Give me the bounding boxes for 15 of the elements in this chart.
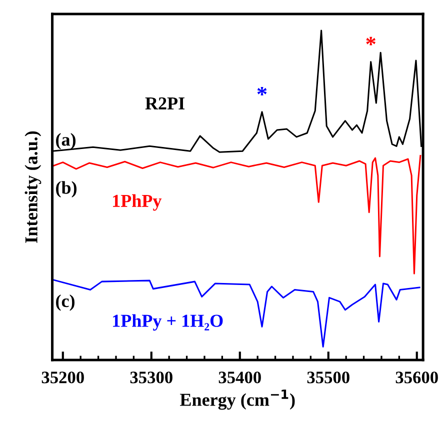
y-axis-title: Intensity (a.u.) bbox=[24, 131, 42, 243]
x-axis-title: Energy (cm$^{−1}$) bbox=[180, 390, 295, 410]
annotation: * bbox=[366, 36, 376, 46]
series-label: 1PhPy bbox=[113, 194, 162, 211]
annotation: (c) bbox=[56, 294, 74, 311]
annotation: (b) bbox=[56, 181, 77, 198]
annotation: * bbox=[257, 86, 267, 96]
x-tick-label: 35600 bbox=[396, 372, 438, 384]
series-label: R2PI bbox=[145, 97, 184, 110]
x-tick-label: 35200 bbox=[42, 372, 84, 384]
x-tick-label: 35300 bbox=[130, 372, 172, 384]
series-label: 1PhPy + 1H₂O bbox=[113, 314, 223, 331]
x-tick-label: 35400 bbox=[218, 372, 261, 384]
annotation: (a) bbox=[56, 133, 76, 150]
x-tick-label: 35500 bbox=[307, 372, 350, 384]
